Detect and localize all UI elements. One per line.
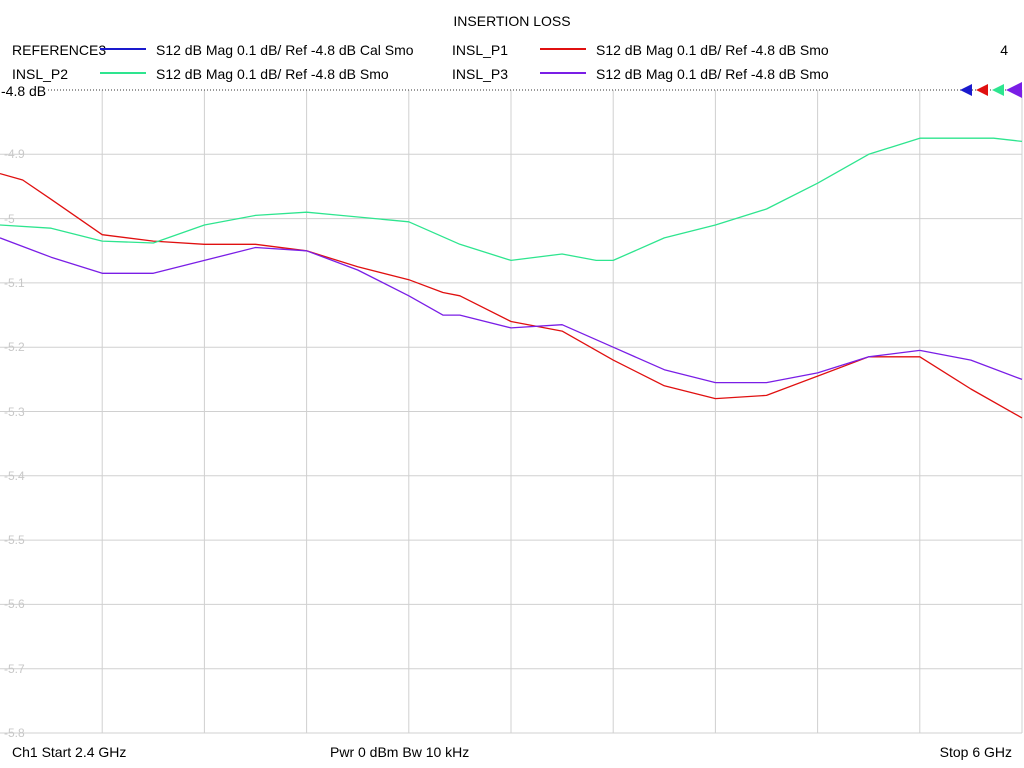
reference-level-label: -4.8 dB bbox=[0, 83, 48, 99]
y-tick-label: -5.2 bbox=[4, 340, 25, 355]
series-line-insl-p3 bbox=[0, 237, 1023, 384]
y-tick-label: -5.8 bbox=[4, 726, 25, 740]
y-tick-label: -5.7 bbox=[4, 661, 25, 676]
legend-desc-reference3: S12 dB Mag 0.1 dB/ Ref -4.8 dB Cal Smo bbox=[156, 42, 414, 58]
legend-desc-insl-p1: S12 dB Mag 0.1 dB/ Ref -4.8 dB Smo bbox=[596, 42, 829, 58]
y-tick-label: -5 bbox=[4, 211, 15, 226]
legend-line-insl-p3 bbox=[540, 72, 586, 74]
y-tick-label: -5.6 bbox=[4, 597, 25, 612]
legend-name-insl-p2: INSL_P2 bbox=[12, 66, 69, 82]
legend-name-insl-p3: INSL_P3 bbox=[452, 66, 509, 82]
series-line-insl-p2 bbox=[0, 137, 1023, 262]
reference-marker-2 bbox=[976, 84, 988, 96]
legend-line-insl-p2 bbox=[100, 72, 146, 74]
y-tick-label: -5.3 bbox=[4, 404, 25, 419]
y-tick-label: -5.1 bbox=[4, 275, 25, 290]
y-tick-label: -5.4 bbox=[4, 468, 25, 483]
reference-marker-1 bbox=[960, 84, 972, 96]
legend-name-reference3: REFERENCE3 bbox=[12, 42, 107, 58]
legend-name-insl-p1: INSL_P1 bbox=[452, 42, 509, 58]
legend-desc-insl-p2: S12 dB Mag 0.1 dB/ Ref -4.8 dB Smo bbox=[156, 66, 389, 82]
legend-line-insl-p1 bbox=[540, 48, 586, 50]
y-tick-label: -5.5 bbox=[4, 533, 25, 548]
chart-title: INSERTION LOSS bbox=[453, 13, 571, 29]
reference-marker-3 bbox=[992, 84, 1004, 96]
legend-desc-insl-p3: S12 dB Mag 0.1 dB/ Ref -4.8 dB Smo bbox=[596, 66, 829, 82]
reference-marker-4 bbox=[1006, 82, 1022, 98]
y-tick-label: -4.9 bbox=[4, 147, 25, 162]
footer-stop-frequency: Stop 6 GHz bbox=[939, 744, 1012, 760]
footer-start-frequency: Ch1 Start 2.4 GHz bbox=[12, 744, 127, 760]
footer-power-bandwidth: Pwr 0 dBm Bw 10 kHz bbox=[330, 744, 470, 760]
channel-count: 4 bbox=[1000, 42, 1008, 58]
legend-line-reference3 bbox=[100, 48, 146, 50]
series-line-insl-p1 bbox=[0, 172, 1023, 419]
